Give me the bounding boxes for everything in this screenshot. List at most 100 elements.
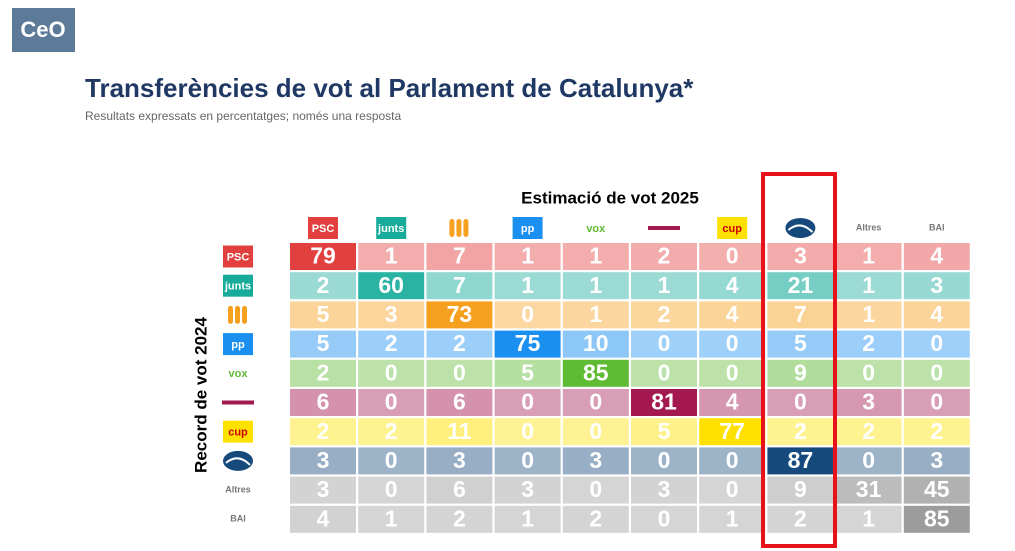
logo-text: CeO xyxy=(20,17,65,42)
cell-label: 1 xyxy=(589,272,602,298)
cell-label: 2 xyxy=(317,359,330,385)
cell xyxy=(699,330,766,358)
cell xyxy=(631,272,697,300)
cell-label: 2 xyxy=(794,418,807,444)
cell-label: 11 xyxy=(447,418,472,444)
cell xyxy=(494,243,561,270)
cell-label: 2 xyxy=(658,301,671,327)
cell xyxy=(903,505,970,533)
cell-label: 0 xyxy=(726,447,739,473)
cell xyxy=(631,243,697,270)
cell xyxy=(699,476,766,504)
cell xyxy=(358,447,425,475)
cell xyxy=(562,505,629,533)
cell xyxy=(767,476,834,504)
cell-label: 0 xyxy=(726,359,739,385)
cell xyxy=(358,476,425,504)
cell xyxy=(426,476,493,504)
cell xyxy=(835,418,902,446)
cell xyxy=(631,418,697,446)
cell-label: 4 xyxy=(726,301,739,327)
cell-label: 0 xyxy=(930,330,943,356)
cell xyxy=(903,272,970,300)
cell xyxy=(699,243,766,270)
cell-label: 0 xyxy=(658,505,671,531)
cell-label: 3 xyxy=(589,447,602,473)
logo-text: Altres xyxy=(856,222,882,232)
cell-label: 1 xyxy=(521,243,534,269)
y-axis-label: Record de vot 2024 xyxy=(191,317,210,473)
logo-text: cup xyxy=(722,223,742,235)
logo-badge xyxy=(512,217,543,239)
cell xyxy=(494,301,561,329)
cell-label: 0 xyxy=(521,301,534,327)
logo-badge xyxy=(223,420,253,443)
cell xyxy=(835,505,902,533)
logo-shape xyxy=(449,219,455,237)
chart-title: Transferències de vot al Parlament de Ca… xyxy=(85,73,694,103)
cell xyxy=(631,505,697,533)
cell-label: 0 xyxy=(589,476,602,502)
cell xyxy=(835,243,902,270)
cell-label: 5 xyxy=(521,359,534,385)
logo-shape xyxy=(463,219,469,237)
cell xyxy=(699,359,766,387)
cell xyxy=(835,330,902,358)
cell xyxy=(835,447,902,475)
cell-label: 1 xyxy=(385,243,398,269)
cell-label: 1 xyxy=(521,272,534,298)
cell xyxy=(699,447,766,475)
cell xyxy=(767,272,834,300)
cell-label: 3 xyxy=(385,301,398,327)
cell-label: 1 xyxy=(726,505,739,531)
cell-label: 4 xyxy=(726,389,739,415)
cell xyxy=(562,359,629,387)
logo-text: BAI xyxy=(230,514,246,524)
cell-label: 10 xyxy=(583,330,609,356)
cell-label: 0 xyxy=(385,447,398,473)
logo-text: BAI xyxy=(929,222,945,232)
cell xyxy=(835,389,902,416)
cell xyxy=(767,418,834,446)
logo-shape xyxy=(242,305,247,324)
cell-label: 2 xyxy=(317,418,330,444)
cell xyxy=(358,243,425,270)
cell xyxy=(903,447,970,475)
cell-label: 0 xyxy=(726,243,739,269)
logo-shape xyxy=(787,224,814,233)
cell-label: 7 xyxy=(453,272,466,298)
cell-label: 4 xyxy=(726,272,739,298)
cell-label: 3 xyxy=(930,272,943,298)
cell xyxy=(562,447,629,475)
cell xyxy=(903,389,970,416)
cell-label: 0 xyxy=(726,476,739,502)
cell xyxy=(903,418,970,446)
cell-label: 79 xyxy=(310,243,336,269)
cell-label: 7 xyxy=(453,243,466,269)
cell xyxy=(290,243,356,270)
cell-label: 5 xyxy=(317,330,330,356)
cell xyxy=(767,359,834,387)
cell xyxy=(426,447,493,475)
cell xyxy=(767,389,834,416)
cell-label: 2 xyxy=(794,505,807,531)
cell xyxy=(903,330,970,358)
cell xyxy=(699,418,766,446)
cell-label: 2 xyxy=(385,330,398,356)
cell-label: 45 xyxy=(924,476,950,502)
cell xyxy=(562,476,629,504)
cell-label: 3 xyxy=(658,476,671,502)
logo-shape xyxy=(225,457,251,466)
chart-subtitle: Resultats expressats en percentatges; no… xyxy=(85,109,402,123)
cell xyxy=(562,243,629,270)
cell xyxy=(426,389,493,416)
cell xyxy=(835,301,902,329)
cell-label: 1 xyxy=(862,272,875,298)
highlight xyxy=(761,172,837,548)
cell-label: 1 xyxy=(658,272,671,298)
cell-label: 4 xyxy=(930,243,943,269)
cell xyxy=(358,330,425,358)
cell xyxy=(631,476,697,504)
cell-label: 2 xyxy=(453,330,466,356)
